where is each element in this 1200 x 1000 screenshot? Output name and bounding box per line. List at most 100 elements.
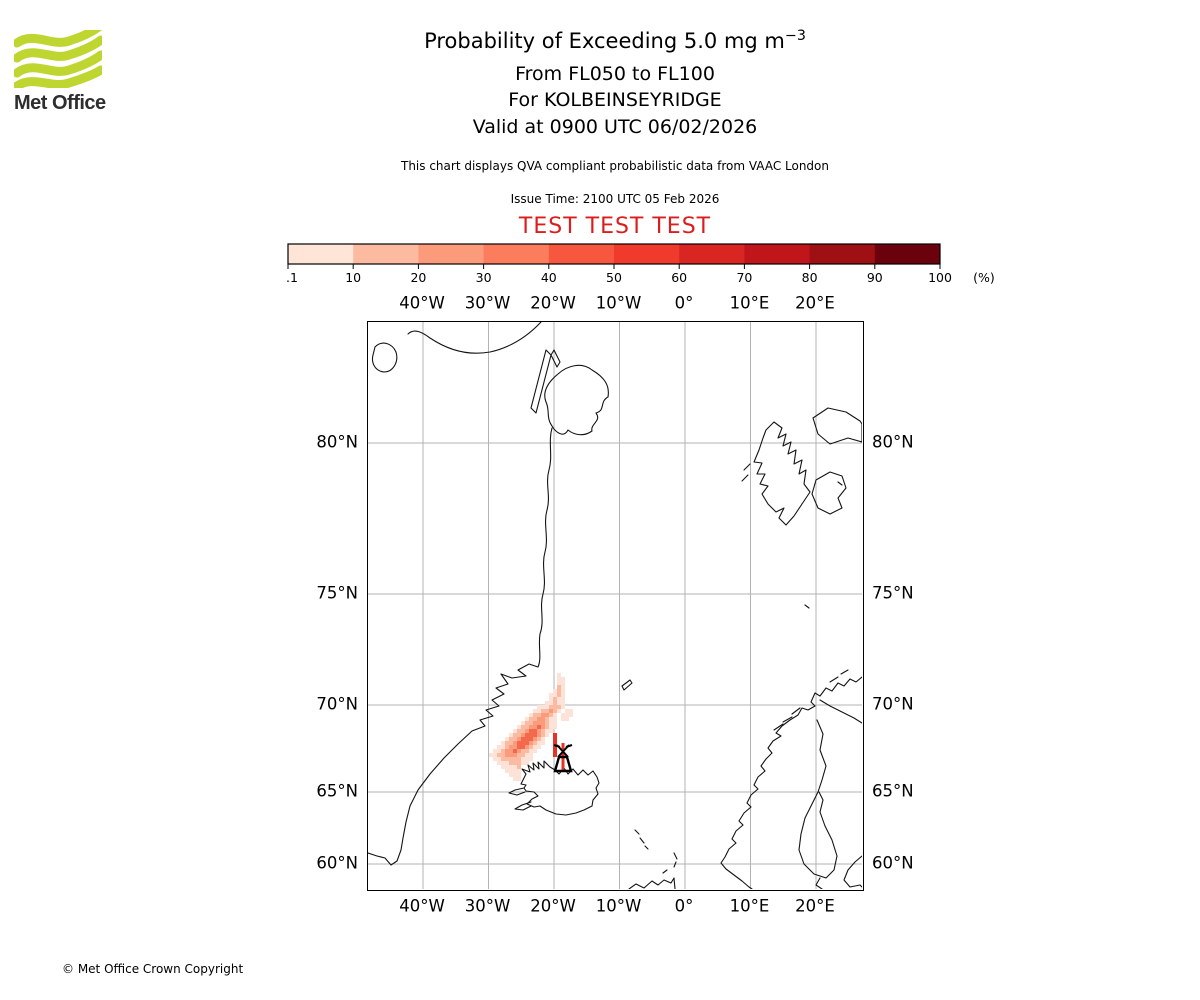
- colorbar-tick-label: 90: [867, 270, 883, 285]
- ash-cell: [537, 741, 541, 745]
- graticule: [368, 322, 862, 889]
- coastline-barents-sea: [819, 699, 862, 724]
- lon-label-top: 30°W: [464, 293, 511, 313]
- qva-note: This chart displays QVA compliant probab…: [401, 159, 829, 173]
- ash-cell: [545, 717, 549, 721]
- ash-cell: [553, 717, 557, 721]
- coastline-lofoten-islands: [773, 669, 849, 731]
- ash-cell: [553, 713, 557, 717]
- ash-cell: [501, 753, 505, 757]
- ash-cell: [517, 773, 521, 777]
- ash-cell: [493, 757, 497, 761]
- colorbar-tick-label: 100: [928, 270, 952, 285]
- ash-cell: [553, 741, 557, 745]
- ash-cell: [537, 729, 541, 733]
- coastline-norway: [720, 676, 862, 889]
- coastline-jan-mayen: [621, 679, 633, 691]
- ash-cell: [521, 761, 525, 765]
- colorbar-segment: [548, 244, 615, 264]
- coastline-greenland-northeast: [544, 364, 609, 436]
- ash-cell: [561, 693, 565, 697]
- ash-cell: [529, 717, 533, 721]
- ash-cell: [529, 757, 533, 761]
- volcano-marker: [553, 743, 573, 773]
- colorbar-segment: [418, 244, 485, 264]
- ash-cell: [561, 681, 565, 685]
- ash-cell: [545, 701, 549, 705]
- ash-cell: [553, 697, 557, 701]
- colorbar-segment: [483, 244, 550, 264]
- ash-cell: [525, 741, 529, 745]
- lat-label-right: 80°N: [872, 432, 914, 452]
- ash-cell: [537, 721, 541, 725]
- ash-probability-field: [489, 673, 573, 781]
- ash-cell: [501, 749, 505, 753]
- ash-cell: [489, 753, 493, 757]
- title-main: Probability of Exceeding 5.0 mg m: [424, 29, 785, 53]
- ash-cell: [525, 753, 529, 757]
- ash-cell: [557, 689, 561, 693]
- lat-label-left: 70°N: [316, 694, 358, 714]
- ash-cell: [509, 741, 513, 745]
- ash-cell: [553, 721, 557, 725]
- ash-cell: [513, 729, 517, 733]
- lat-label-right: 60°N: [872, 853, 914, 873]
- ash-cell: [505, 761, 509, 765]
- valid-time-line: Valid at 0900 UTC 06/02/2026: [472, 116, 758, 138]
- ash-cell: [525, 749, 529, 753]
- ash-cell: [525, 761, 529, 765]
- ash-cell: [529, 713, 533, 717]
- ash-cell: [513, 761, 517, 765]
- coastline-iceland: [520, 760, 600, 816]
- volcano-plume-cross: [553, 744, 573, 758]
- volcano-name-line: For KOLBEINSEYRIDGE: [508, 89, 722, 111]
- ash-cell: [505, 765, 509, 769]
- ash-cell: [533, 709, 537, 713]
- ash-cell: [553, 749, 557, 753]
- ash-cell: [541, 729, 545, 733]
- colorbar-tick-label: 60: [671, 270, 687, 285]
- ash-cell: [513, 737, 517, 741]
- ash-cell: [517, 725, 521, 729]
- ash-cell: [509, 737, 513, 741]
- ash-cell: [525, 721, 529, 725]
- ash-cell: [561, 701, 565, 705]
- lon-label-bottom: 20°W: [530, 896, 576, 916]
- issue-time: Issue Time: 2100 UTC 05 Feb 2026: [510, 192, 720, 206]
- ash-cell: [529, 749, 533, 753]
- ash-cell: [537, 733, 541, 737]
- ash-cell: [545, 709, 549, 713]
- map-svg: [368, 322, 862, 889]
- ash-cell: [517, 749, 521, 753]
- ash-cell: [509, 745, 513, 749]
- lon-label-bottom: 20°E: [795, 896, 835, 916]
- coastline-svalbard-nordaustlandet: [812, 407, 862, 445]
- ash-cell: [557, 685, 561, 689]
- lon-label-top: 0°: [674, 293, 694, 313]
- ash-cell: [553, 701, 557, 705]
- ash-cell: [537, 745, 541, 749]
- ash-cell: [561, 677, 565, 681]
- ash-cell: [525, 733, 529, 737]
- ash-cell: [513, 769, 517, 773]
- ash-cell: [541, 705, 545, 709]
- ash-cell: [529, 745, 533, 749]
- colorbar-tick-label: 80: [802, 270, 818, 285]
- ash-cell: [497, 753, 501, 757]
- test-banner: TEST TEST TEST: [518, 214, 712, 239]
- ash-cell: [525, 737, 529, 741]
- map-panel: [367, 321, 864, 891]
- ash-cell: [541, 741, 545, 745]
- colorbar-segment: [744, 244, 811, 264]
- ash-cell: [509, 749, 513, 753]
- ash-cell: [493, 753, 497, 757]
- ash-cell: [569, 709, 573, 713]
- ash-cell: [509, 761, 513, 765]
- ash-cell: [533, 725, 537, 729]
- probability-colorbar: 0.1 10 20 30 40 50 60 70 80 90 100 (%): [278, 242, 1027, 294]
- ash-cell: [501, 765, 505, 769]
- ash-cell: [533, 745, 537, 749]
- ash-cell: [505, 741, 509, 745]
- ash-cell: [569, 713, 573, 717]
- met-office-logo: Met Office: [12, 21, 106, 115]
